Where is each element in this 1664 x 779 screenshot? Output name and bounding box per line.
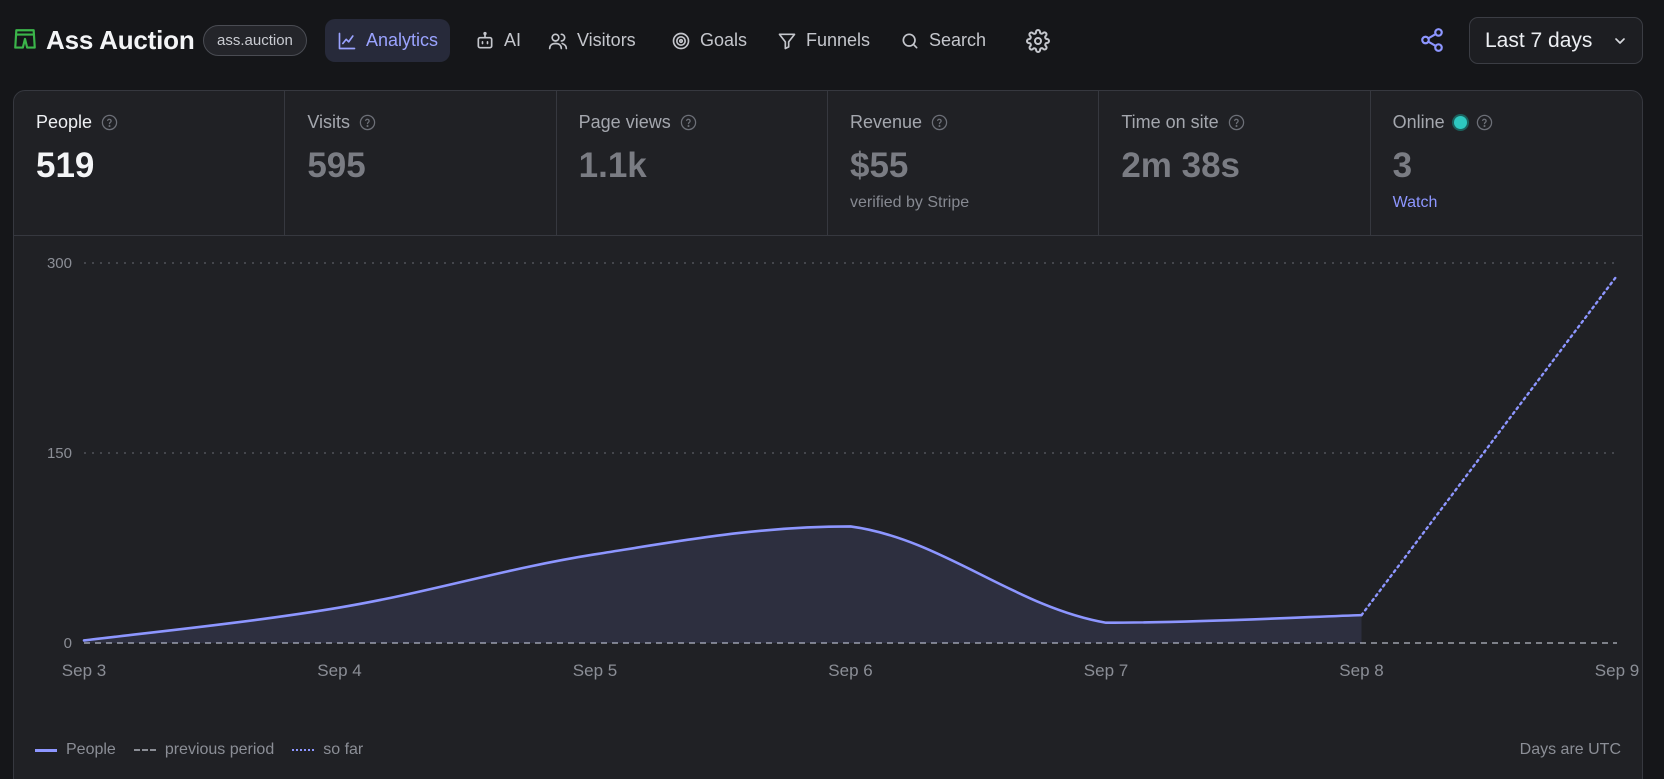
funnel-icon [778, 33, 796, 49]
nav-label: Funnels [806, 30, 871, 50]
nav-label: Analytics [366, 30, 439, 50]
stat-page-views[interactable]: Page views 1.1k [557, 91, 828, 236]
stat-time-on-site[interactable]: Time on site 2m 38s [1099, 91, 1371, 236]
stat-label: Revenue [849, 111, 923, 132]
legend-swatch-dashed [133, 749, 156, 751]
share-icon[interactable] [1419, 27, 1445, 53]
stat-online[interactable]: Online 3 Watch [1371, 91, 1642, 236]
x-tick-label: Sep 6 [828, 661, 872, 680]
people-chart[interactable]: 0 150 300 Sep 3 Sep 4 Sep 5 Sep 6 Sep 7 Sep 8 Sep… [14, 236, 1643, 736]
stat-label: Visits [307, 111, 351, 132]
legend-swatch-dotted [292, 749, 315, 751]
nav-goals[interactable]: Goals [659, 19, 759, 62]
help-icon[interactable] [1228, 114, 1245, 131]
target-icon [672, 32, 690, 49]
date-range-select[interactable]: Last 7 days [1469, 17, 1643, 64]
legend-item-so-far: so far [292, 741, 363, 759]
people-line [82, 525, 1363, 642]
site-name: Ass Auction [46, 24, 195, 55]
nav-analytics[interactable]: Analytics [325, 19, 451, 62]
legend-item-people: People [35, 741, 116, 759]
chart-icon [338, 32, 356, 49]
stat-label: Time on site [1121, 111, 1219, 132]
domain-badge[interactable]: ass.auction [203, 25, 307, 56]
nav-label: Search [929, 30, 987, 50]
x-tick-label: Sep 9 [1595, 661, 1639, 680]
x-tick-label: Sep 5 [573, 661, 617, 680]
chart-legend: People previous period so far [35, 741, 381, 759]
x-tick-label: Sep 3 [62, 661, 106, 680]
stat-value: 519 [36, 146, 95, 185]
help-icon[interactable] [359, 114, 376, 131]
y-tick-label: 150 [47, 445, 72, 462]
shorts-icon [12, 27, 38, 53]
nav-label: AI [504, 30, 522, 50]
site-switcher[interactable]: Ass Auction [12, 22, 195, 58]
nav-label: Goals [700, 30, 748, 50]
help-icon[interactable] [680, 114, 697, 131]
legend-label: so far [323, 741, 364, 758]
gear-icon[interactable] [1026, 29, 1050, 53]
y-tick-label: 0 [64, 635, 72, 652]
users-icon [548, 33, 568, 49]
top-bar: Ass Auction ass.auction Analytics AI Vis… [0, 0, 1664, 82]
stat-value: 1.1k [578, 146, 647, 185]
nav-label: Visitors [577, 30, 636, 50]
x-tick-label: Sep 4 [317, 661, 361, 680]
nav-search[interactable]: Search [888, 19, 998, 62]
analytics-panel: People 519 Visits 595 Page views 1.1k Re… [13, 90, 1643, 779]
stat-people[interactable]: People 519 [14, 91, 286, 236]
stat-value: 2m 38s [1121, 146, 1241, 185]
nav-funnels[interactable]: Funnels [765, 19, 882, 62]
robot-icon [477, 31, 493, 49]
x-tick-label: Sep 8 [1339, 661, 1383, 680]
nav-visitors[interactable]: Visitors [536, 19, 648, 62]
online-indicator-icon [1453, 115, 1467, 129]
help-icon[interactable] [101, 114, 118, 131]
chevron-down-icon [1615, 38, 1625, 44]
legend-swatch-solid [35, 748, 57, 752]
timezone-note: Days are UTC [1519, 741, 1621, 758]
stat-revenue[interactable]: Revenue $55 verified by Stripe [828, 91, 1100, 236]
legend-label: previous period [164, 741, 275, 758]
stat-value: 3 [1392, 146, 1413, 185]
stat-label: Page views [578, 111, 671, 132]
y-tick-label: 300 [47, 255, 72, 272]
people-area [84, 526, 1362, 643]
stat-label: Online [1392, 111, 1445, 132]
watch-link[interactable]: Watch [1392, 194, 1438, 211]
help-icon[interactable] [1476, 114, 1493, 131]
stat-label: People [36, 111, 93, 132]
x-tick-label: Sep 7 [1084, 661, 1128, 680]
stat-visits[interactable]: Visits 595 [285, 91, 557, 236]
revenue-source-note: verified by Stripe [849, 194, 970, 211]
stats-row: People 519 Visits 595 Page views 1.1k Re… [14, 91, 1642, 236]
nav-ai[interactable]: AI [463, 19, 533, 62]
search-icon [902, 33, 918, 49]
date-range-value: Last 7 days [1485, 28, 1593, 52]
legend-item-previous-period: previous period [133, 741, 275, 759]
help-icon[interactable] [931, 114, 948, 131]
stat-value: 595 [307, 146, 366, 185]
stat-value: $55 [849, 146, 909, 185]
so-far-line [1360, 274, 1619, 617]
legend-label: People [66, 741, 116, 758]
